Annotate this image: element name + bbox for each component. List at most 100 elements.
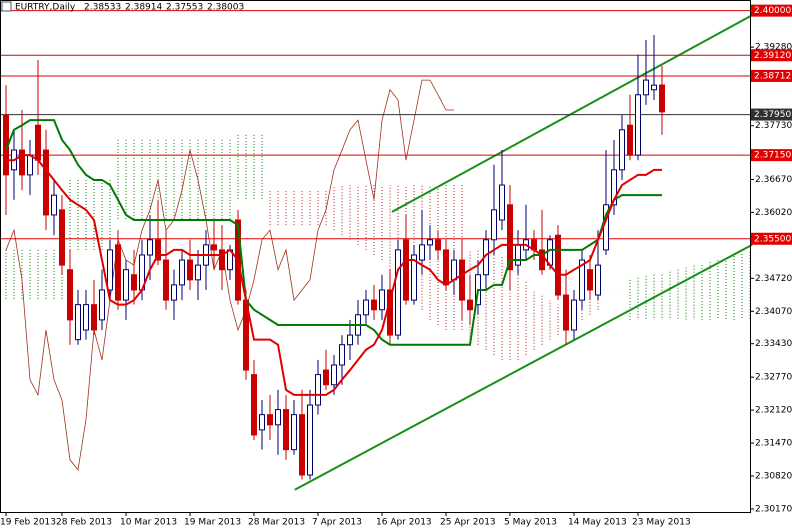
candle-body [91, 304, 97, 331]
candle-body [171, 284, 177, 301]
candle-body [27, 154, 33, 176]
candle-body [643, 79, 649, 96]
y-tick-label: 2.32770 [755, 373, 792, 383]
candle-body [35, 124, 41, 161]
candle-body [67, 269, 73, 321]
candle-body [451, 259, 457, 281]
candle-body [339, 344, 345, 366]
candle-body [347, 334, 353, 346]
y-tick-label: 2.37730 [755, 121, 792, 131]
candle-body [283, 409, 289, 451]
candle-body [147, 239, 153, 256]
candle-body [251, 374, 257, 436]
trend-line [391, 14, 753, 213]
x-tick-label: 19 Feb 2013 [0, 518, 56, 528]
kijun-line [5, 119, 662, 346]
x-tick-label: 5 May 2013 [504, 518, 557, 528]
candle-body [419, 244, 425, 261]
candle-body [211, 244, 217, 251]
candle-body [499, 184, 505, 221]
y-tick-label: 2.34720 [755, 274, 792, 284]
price-level-tag [751, 232, 792, 245]
price-level-tag [751, 4, 792, 17]
candle-body [403, 239, 409, 301]
candle-body [515, 244, 521, 266]
candle-body [435, 239, 441, 251]
candle-body [115, 244, 121, 301]
candle-body [611, 169, 617, 206]
price-level-label: 2.37150 [754, 151, 791, 161]
candle-body [539, 249, 545, 271]
chart-title: EURTRY,Daily [15, 3, 76, 13]
x-tick-label: 23 May 2013 [632, 518, 691, 528]
y-tick-label: 2.36020 [755, 208, 792, 218]
candle-body [123, 269, 129, 301]
candle-body [99, 289, 105, 321]
candle-body [51, 194, 57, 216]
candle-body [75, 304, 81, 341]
candle-body [395, 249, 401, 336]
y-tick-label: 2.36670 [755, 175, 792, 185]
candle-body [275, 409, 281, 426]
price-level-label: 2.38712 [754, 71, 791, 81]
candle-body [579, 259, 585, 301]
candle-body [635, 94, 641, 156]
price-level-tag [751, 49, 792, 62]
candle-body [467, 299, 473, 311]
candle-body [659, 84, 665, 113]
candle-body [155, 239, 161, 261]
candle-body [651, 84, 657, 91]
candle-body [323, 369, 329, 386]
header-open: 2.38533 [84, 3, 121, 13]
y-tick-label: 2.30170 [755, 504, 792, 514]
candle-body [59, 209, 65, 266]
x-tick-label: 28 Feb 2013 [56, 518, 112, 528]
candle-body [427, 239, 433, 246]
price-level-tag [751, 108, 792, 121]
price-level-label: 2.35500 [754, 234, 791, 244]
x-tick-label: 7 Apr 2013 [312, 518, 362, 528]
candle-body [587, 269, 593, 291]
y-tick-label: 2.33430 [755, 339, 792, 349]
candle-body [379, 289, 385, 311]
candle-body [443, 249, 449, 286]
header-close: 2.38003 [207, 3, 244, 13]
header-low: 2.37553 [166, 3, 203, 13]
candle-body [363, 299, 369, 316]
price-level-label: 2.39120 [754, 51, 791, 61]
price-level-label: 2.37950 [754, 110, 791, 120]
candle-body [299, 414, 305, 476]
y-tick-label: 2.34070 [755, 307, 792, 317]
chikou-line [5, 79, 454, 471]
candle-body [563, 294, 569, 331]
price-level-tag [751, 149, 792, 162]
candle-body [195, 264, 201, 281]
candle-body [371, 299, 377, 311]
candle-body [43, 149, 49, 216]
y-tick-label: 2.31470 [755, 439, 792, 449]
candle-body [571, 299, 577, 331]
x-tick-label: 25 Apr 2013 [440, 518, 496, 528]
candle-body [619, 129, 625, 171]
candle-body [19, 149, 25, 176]
y-tick-label: 2.30820 [755, 472, 792, 482]
candle-body [595, 264, 601, 296]
trend-line [294, 243, 753, 491]
header-high: 2.38914 [125, 3, 162, 13]
x-tick-label: 19 Mar 2013 [184, 518, 241, 528]
price-level-tag [751, 69, 792, 82]
candle-body [331, 364, 337, 386]
candle-body [219, 249, 225, 271]
candle-body [259, 414, 265, 431]
price-level-label: 2.40000 [754, 6, 791, 16]
y-tick-label: 2.39280 [755, 43, 792, 53]
y-tick-label: 2.32120 [755, 406, 792, 416]
x-tick-label: 10 Mar 2013 [120, 518, 177, 528]
candle-body [179, 259, 185, 286]
candle-body [555, 234, 561, 296]
x-tick-label: 16 Apr 2013 [376, 518, 432, 528]
candle-body [131, 274, 137, 291]
candle-body [107, 249, 113, 291]
candle-body [459, 259, 465, 301]
